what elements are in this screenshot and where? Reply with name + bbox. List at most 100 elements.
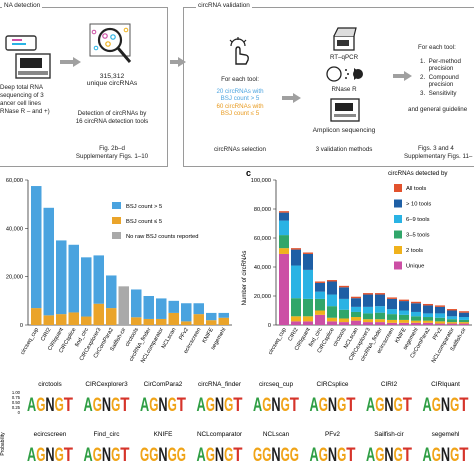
tap-icon xyxy=(224,36,254,66)
selection-label: circRNAs selection xyxy=(214,146,266,153)
chart-c-bar-3-5-tools xyxy=(447,319,457,323)
logo-letter: G xyxy=(93,395,102,416)
chart-c-bar-all-tools xyxy=(411,301,421,304)
chart-c-ytick-label: 40,000 xyxy=(254,265,271,271)
chart-c-bar-unique xyxy=(303,321,313,325)
chart-c-bar-gt10-tools xyxy=(303,253,313,270)
chart-c: c Number of circRNAs 100,000 80,000 60,000… xyxy=(242,168,472,364)
validation-header: circRNA validation xyxy=(196,2,252,9)
chart-c-ytick-label: 80,000 xyxy=(254,207,271,213)
logo-letter: G xyxy=(149,445,158,466)
logo-letter: G xyxy=(93,445,102,466)
chart-c-legend-swatch xyxy=(394,215,402,223)
chart-c-ytick-label: 20,000 xyxy=(254,294,271,300)
logo-letter: T xyxy=(120,395,130,416)
chart-c-bar-6-9-tools xyxy=(315,291,325,299)
chart-c-bar-2-tools xyxy=(375,319,385,323)
chart-c-bar-unique xyxy=(279,253,289,325)
chart-c-bar-2-tools xyxy=(435,321,445,324)
chart-b-bar-high xyxy=(168,300,179,313)
chart-b-bar-high xyxy=(43,207,54,316)
logos-ytick-label: 1.00 xyxy=(12,390,21,395)
logo-tool-name: Find_circ xyxy=(94,431,121,438)
metric-line-3: 2. Compound xyxy=(420,74,459,81)
logo-letter: A xyxy=(197,395,206,416)
logo-letter: A xyxy=(253,395,262,416)
logo-letter: N xyxy=(328,445,337,466)
arrow-3-head xyxy=(293,93,301,103)
chart-c-ytick-label: 100,000 xyxy=(251,178,271,184)
chart-c-bar-3-5-tools xyxy=(339,309,349,319)
logo-letter: G xyxy=(262,445,271,466)
chart-b-bar-low xyxy=(181,321,192,325)
chart-c-legend-swatch xyxy=(394,246,402,254)
logo-letter: G xyxy=(168,445,177,466)
logo-letter: G xyxy=(319,395,328,416)
chart-c-bar-6-9-tools xyxy=(327,294,337,307)
logo-tool-name: circseq_cup xyxy=(259,381,294,388)
chart-b-bar-high xyxy=(68,244,79,313)
chart-b-bar-none xyxy=(118,286,129,325)
chart-c-bar-2-tools xyxy=(411,320,421,323)
chart-b-ytick-label: 40,000 xyxy=(6,226,23,232)
chart-c-bar-3-5-tools xyxy=(435,317,445,322)
logo-letter: G xyxy=(36,445,45,466)
rnase-r-label: RNase R xyxy=(331,86,357,93)
chart-c-bar-3-5-tools xyxy=(315,298,325,311)
chart-b-bar-high xyxy=(143,296,154,319)
chart-c-bar-unique xyxy=(375,322,385,325)
chart-b-bar-high xyxy=(93,255,104,304)
logo-letter: A xyxy=(84,395,93,416)
rt-qpcr-label: RT–qPCR xyxy=(329,54,359,61)
arrow-1-head xyxy=(73,57,81,67)
chart-c-bar-3-5-tools xyxy=(351,311,361,318)
arrow-3-shaft xyxy=(282,96,294,100)
logo-letter: A xyxy=(27,445,36,466)
metric-line-5: 3. Sensitivity xyxy=(420,90,457,97)
chart-c-bar-all-tools xyxy=(279,211,289,213)
logo-letter: T xyxy=(64,395,74,416)
detection-caption-2: 16 circRNA detection tools xyxy=(75,118,149,125)
chart-b-bar-low xyxy=(106,308,117,325)
chart-c-ylabel: Number of circRNAs xyxy=(242,251,248,306)
logo-letter: T xyxy=(120,445,130,466)
chart-b-bar-low xyxy=(156,318,167,325)
logo-letter: G xyxy=(290,445,299,466)
chart-c-bar-6-9-tools xyxy=(459,317,469,320)
detection-header: NA detection xyxy=(2,2,43,9)
logo-letter: G xyxy=(375,395,384,416)
chart-c-bar-2-tools xyxy=(459,322,469,324)
logo-letter: N xyxy=(215,395,224,416)
chart-b-bar-high xyxy=(156,298,167,319)
chart-c-bar-unique xyxy=(351,320,361,325)
logo-letter: G xyxy=(111,395,120,416)
chart-c-bar-6-9-tools xyxy=(363,306,373,314)
chart-c-legend-label: 6–9 tools xyxy=(406,217,430,223)
logo-letter: G xyxy=(206,395,215,416)
logo-letter: T xyxy=(403,395,413,416)
chart-c-bar-3-5-tools xyxy=(459,319,469,323)
logo-letter: N xyxy=(215,445,224,466)
chart-c-bar-gt10-tools xyxy=(363,294,373,307)
chart-c-legend-swatch xyxy=(394,261,402,270)
logo-letter: A xyxy=(27,395,36,416)
chart-c-legend-label: All tools xyxy=(406,186,426,192)
chart-c-legend-label: 2 tools xyxy=(406,248,423,254)
chart-c-bar-6-9-tools xyxy=(423,313,433,318)
detection-ref-1: Fig. 2b–d xyxy=(99,145,125,152)
logo-letter: N xyxy=(102,445,111,466)
chart-b-bar-low xyxy=(56,314,67,325)
chart-c-bar-all-tools xyxy=(459,311,469,313)
chart-c-legend-label: > 10 tools xyxy=(406,202,431,208)
chart-c-bar-all-tools xyxy=(363,293,373,295)
arrow-2-shaft xyxy=(170,60,180,64)
chart-c-bar-gt10-tools xyxy=(459,312,469,318)
metric-line-1: 1. Per-method xyxy=(420,58,461,65)
chart-b-ytick-label: 20,000 xyxy=(6,275,23,281)
chart-c-bar-unique xyxy=(327,321,337,325)
chart-c-legend-swatch xyxy=(394,199,402,208)
chart-b-bar-low xyxy=(218,317,229,325)
logo-letter: T xyxy=(459,445,469,466)
chart-c-bar-all-tools xyxy=(315,281,325,283)
logos-ytick-label: 0 xyxy=(18,410,21,415)
